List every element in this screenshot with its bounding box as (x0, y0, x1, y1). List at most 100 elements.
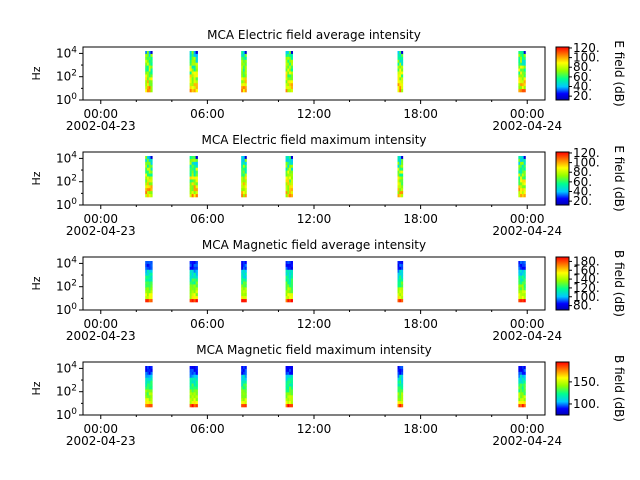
spectrogram-cell (289, 71, 292, 75)
spectrogram-cell (191, 188, 194, 192)
spectrogram-cell (289, 290, 292, 294)
spectrogram-cell (399, 89, 402, 93)
spectrogram-cell (290, 68, 293, 72)
spectrogram-cell (290, 158, 293, 163)
spectrogram-cell (242, 398, 245, 402)
x-tick-label: 00:00 (510, 422, 545, 436)
spectrogram-cell (518, 191, 521, 195)
x-tick-label: 12:00 (297, 317, 332, 331)
spectrogram-cell (518, 401, 521, 405)
spectrogram-cell (146, 51, 150, 55)
spectrogram-cell (193, 173, 196, 177)
spectrogram-cell (241, 392, 244, 396)
spectrogram-cell (148, 65, 151, 69)
spectrogram-cell (242, 191, 245, 195)
spectrogram-cell (521, 59, 524, 64)
spectrogram-cell (285, 80, 288, 84)
spectrogram-cell (401, 404, 404, 408)
spectrogram-cell (287, 167, 290, 171)
colorbar-label: E field (dB) (612, 40, 626, 106)
spectrogram-cell (191, 395, 194, 399)
spectrogram-cell (242, 51, 245, 55)
spectrogram-cell (244, 89, 247, 93)
spectrogram-cell (523, 263, 526, 268)
spectrogram-cell (189, 290, 192, 294)
spectrogram-cell (244, 287, 247, 291)
spectrogram-cell (189, 401, 192, 405)
spectrogram-cell (145, 68, 148, 72)
spectrogram-cell (518, 53, 521, 58)
spectrogram-cell (397, 74, 400, 78)
spectrogram-cell (241, 62, 244, 66)
spectrogram-cell (521, 263, 524, 268)
spectrogram-cell (285, 296, 288, 300)
spectrogram-cell (146, 296, 150, 300)
spectrogram-cell (195, 167, 198, 171)
spectrogram-cell (289, 261, 292, 265)
spectrogram-cell (146, 380, 150, 384)
spectrogram-cell (518, 383, 521, 387)
spectrogram-cell (193, 161, 196, 166)
spectrogram-cell (397, 281, 400, 285)
spectrogram-cell (520, 167, 523, 171)
spectrogram-cell (287, 62, 290, 66)
spectrogram-cell (191, 173, 194, 177)
spectrogram-cell (195, 188, 198, 192)
spectrogram-cell (242, 263, 245, 268)
spectrogram-cell (397, 176, 400, 180)
spectrogram-cell (521, 65, 524, 69)
spectrogram-cell (189, 68, 192, 72)
colorbar: 80.100.120.140.160.180. B field (dB) (555, 250, 626, 317)
spectrogram-cell (397, 191, 400, 195)
colorbar-gradient (555, 256, 570, 311)
spectrogram-cell (287, 275, 290, 279)
spectrogram-cell (521, 261, 524, 265)
spectrogram-cell (146, 77, 150, 81)
spectrogram-cell (145, 401, 148, 405)
spectrogram-cell (523, 299, 526, 303)
spectrogram-cell (189, 59, 192, 64)
spectrogram-cell (193, 167, 196, 171)
spectrogram-cell (399, 278, 402, 282)
spectrogram-cell (523, 272, 526, 276)
spectrogram-cell (145, 188, 148, 192)
spectrogram-cell (145, 83, 148, 87)
spectrogram-cell (148, 164, 151, 169)
spectrogram-cell (399, 366, 402, 370)
spectrogram-cell (191, 293, 194, 297)
spectrogram-cell (397, 59, 400, 64)
spectrogram-cell (401, 398, 404, 402)
spectrogram-cell (521, 368, 524, 373)
spectrogram-cell (287, 89, 290, 93)
spectrogram-cell (148, 374, 151, 379)
spectrogram-cell (518, 269, 521, 274)
spectrogram-cell (399, 194, 402, 198)
spectrogram-cell (191, 269, 194, 274)
spectrogram-cell (521, 89, 524, 93)
spectrogram-cell (523, 290, 526, 294)
spectrogram-cell (401, 156, 404, 160)
spectrogram-cell (520, 263, 523, 268)
spectrogram-cell (399, 173, 402, 177)
spectrogram-cell (145, 404, 148, 408)
spectrogram-cell (401, 371, 404, 376)
spectrogram-cell (397, 398, 400, 402)
spectrogram-cell (148, 281, 151, 285)
spectrogram-cell (287, 59, 290, 64)
spectrogram-cell (193, 371, 196, 376)
spectrogram-cell (195, 89, 198, 93)
spectrogram-cell (401, 80, 404, 84)
spectrogram-cell (399, 383, 402, 387)
spectrogram-cell (189, 398, 192, 402)
spectrogram-cell (521, 281, 524, 285)
spectrogram-cell (285, 398, 288, 402)
spectrogram-cell (287, 71, 290, 75)
spectrogram-cell (148, 290, 151, 294)
spectrogram-cell (290, 188, 293, 192)
spectrogram-cell (241, 83, 244, 87)
spectrogram-cell (195, 71, 198, 75)
spectrogram-cell (289, 83, 292, 87)
spectrogram-cell (150, 368, 153, 373)
spectrogram-cell (145, 398, 148, 402)
spectrogram-cell (150, 164, 153, 169)
